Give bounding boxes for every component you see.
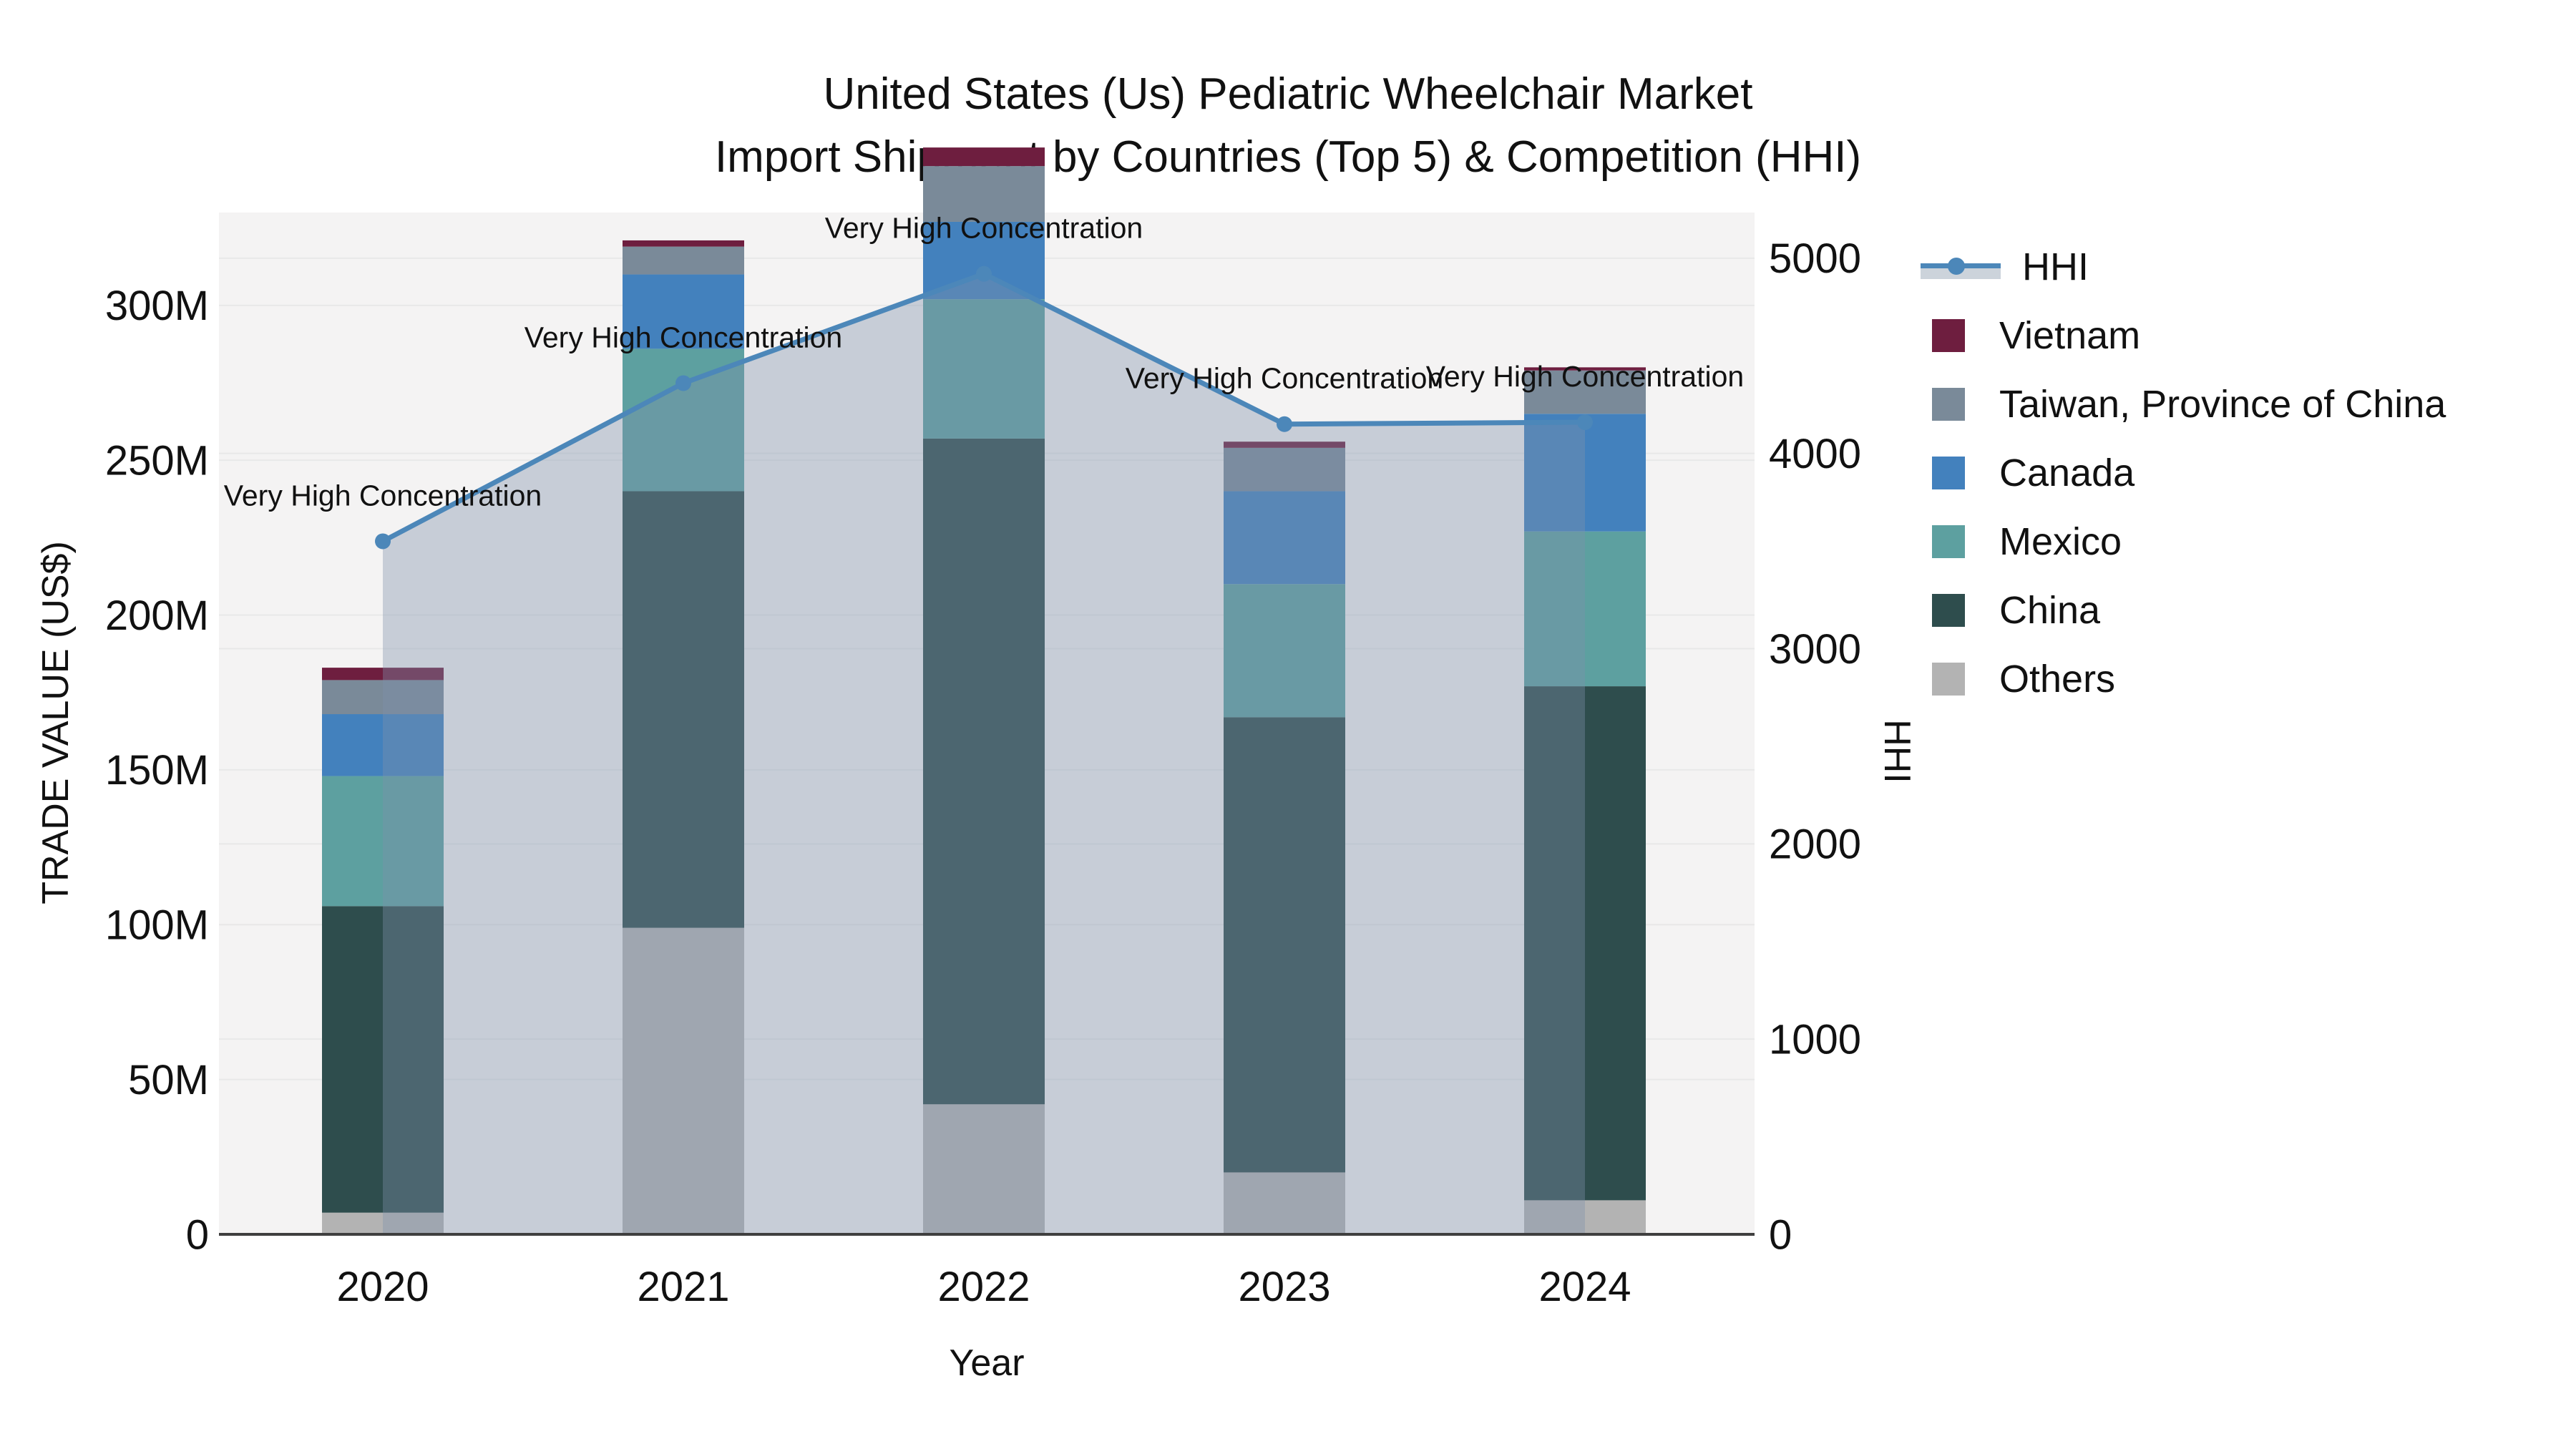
- legend-item-mexico[interactable]: Mexico: [1932, 507, 2446, 576]
- x-tick-label-2020: 2020: [336, 1264, 429, 1310]
- bar-segment-china-2021[interactable]: [623, 491, 744, 928]
- legend-item-vietnam[interactable]: Vietnam: [1932, 301, 2446, 370]
- legend-label: Mexico: [1999, 520, 2122, 563]
- x-tick-label-2023: 2023: [1238, 1264, 1330, 1310]
- legend-swatch-icon: [1932, 525, 1965, 558]
- y-right-axis-title: HHI: [1876, 719, 1918, 784]
- bar-segment-others-2021[interactable]: [623, 927, 744, 1234]
- bar-segment-taiwan-province-of-china-2024[interactable]: [1524, 370, 1646, 414]
- bar-segment-canada-2024[interactable]: [1524, 414, 1646, 532]
- bar-segment-mexico-2021[interactable]: [623, 348, 744, 492]
- annotation-2023: Very High Concentration: [1126, 362, 1443, 395]
- legend-swatch-icon: [1932, 594, 1965, 627]
- bar-segment-china-2023[interactable]: [1224, 717, 1345, 1173]
- bar-segment-vietnam-2022[interactable]: [923, 147, 1045, 167]
- legend-label: Taiwan, Province of China: [1999, 383, 2446, 426]
- bar-segment-mexico-2024[interactable]: [1524, 531, 1646, 687]
- y-left-tick-label: 100M: [105, 902, 209, 949]
- y-left-axis-title: TRADE VALUE (US$): [35, 541, 77, 904]
- y-left-tick-label: 200M: [105, 592, 209, 639]
- annotation-2021: Very High Concentration: [525, 321, 842, 353]
- bar-segment-taiwan-province-of-china-2021[interactable]: [623, 246, 744, 275]
- chart-title-line1: United States (Us) Pediatric Wheelchair …: [823, 69, 1753, 119]
- bar-segment-china-2022[interactable]: [923, 438, 1045, 1105]
- x-axis-title: Year: [949, 1342, 1024, 1384]
- y-right-tick-label: 5000: [1769, 235, 1861, 282]
- legend-item-others[interactable]: Others: [1932, 645, 2446, 713]
- bar-segment-canada-2023[interactable]: [1224, 491, 1345, 585]
- annotation-2024: Very High Concentration: [1426, 360, 1744, 393]
- y-left-tick-label: 50M: [128, 1057, 209, 1103]
- x-tick-label-2024: 2024: [1538, 1264, 1631, 1310]
- bar-segment-taiwan-province-of-china-2022[interactable]: [923, 166, 1045, 222]
- legend-hhi-marker-dot: [1948, 258, 1965, 275]
- legend: HHI Vietnam Taiwan, Province of China Canad…: [1921, 233, 2446, 713]
- hhi-marker-2022[interactable]: [976, 265, 992, 282]
- legend-hhi-line-icon: [1921, 258, 2001, 279]
- y-right-tick-label: 3000: [1769, 626, 1861, 673]
- y-left-tick-label: 250M: [105, 437, 209, 484]
- bar-segment-taiwan-province-of-china-2023[interactable]: [1224, 447, 1345, 492]
- legend-label: HHI: [2022, 245, 2089, 288]
- bar-segment-others-2020[interactable]: [322, 1212, 444, 1234]
- legend-item-hhi[interactable]: HHI: [1921, 233, 2446, 301]
- hhi-marker-2024[interactable]: [1577, 414, 1593, 431]
- y-right-tick-label: 1000: [1769, 1016, 1861, 1063]
- y-left-tick-label: 0: [186, 1211, 209, 1258]
- bar-segment-china-2024[interactable]: [1524, 686, 1646, 1201]
- x-tick-label-2021: 2021: [637, 1264, 729, 1310]
- hhi-marker-2020[interactable]: [375, 533, 391, 550]
- y-right-tick-label: 2000: [1769, 821, 1861, 868]
- legend-item-canada[interactable]: Canada: [1932, 439, 2446, 507]
- bar-segment-vietnam-2024[interactable]: [1524, 367, 1646, 371]
- bar-segment-taiwan-province-of-china-2020[interactable]: [322, 680, 444, 715]
- x-tick-label-2022: 2022: [937, 1264, 1030, 1310]
- chart-title-line2: Import Shipment by Countries (Top 5) & C…: [714, 132, 1862, 182]
- legend-label: Others: [1999, 658, 2116, 701]
- chart-title: United States (Us) Pediatric Wheelchair …: [0, 63, 2576, 189]
- bar-segment-mexico-2023[interactable]: [1224, 584, 1345, 718]
- legend-swatch-icon: [1932, 457, 1965, 489]
- bar-segment-canada-2020[interactable]: [322, 714, 444, 776]
- bar-segment-canada-2021[interactable]: [623, 274, 744, 349]
- legend-label: Canada: [1999, 452, 2135, 494]
- y-left-tick-label: 300M: [105, 283, 209, 329]
- legend-swatch-icon: [1932, 319, 1965, 352]
- y-left-tick-label: 150M: [105, 747, 209, 794]
- y-right-tick-label: 0: [1769, 1211, 1792, 1258]
- bar-segment-vietnam-2021[interactable]: [623, 240, 744, 247]
- bar-segment-mexico-2022[interactable]: [923, 299, 1045, 439]
- bar-segment-others-2022[interactable]: [923, 1104, 1045, 1234]
- bar-segment-vietnam-2023[interactable]: [1224, 441, 1345, 448]
- legend-item-taiwan-province-of-china[interactable]: Taiwan, Province of China: [1932, 370, 2446, 439]
- annotation-2022: Very High Concentration: [825, 212, 1143, 245]
- bar-segment-others-2023[interactable]: [1224, 1172, 1345, 1234]
- bar-segment-mexico-2020[interactable]: [322, 776, 444, 907]
- hhi-marker-2021[interactable]: [675, 375, 691, 391]
- legend-label: Vietnam: [1999, 314, 2141, 357]
- hhi-marker-2023[interactable]: [1277, 416, 1292, 432]
- legend-label: China: [1999, 589, 2101, 632]
- annotation-2020: Very High Concentration: [224, 479, 542, 512]
- legend-item-china[interactable]: China: [1932, 576, 2446, 645]
- legend-swatch-icon: [1932, 663, 1965, 696]
- bar-segment-vietnam-2020[interactable]: [322, 668, 444, 680]
- bar-segment-others-2024[interactable]: [1524, 1200, 1646, 1234]
- bar-segment-china-2020[interactable]: [322, 906, 444, 1213]
- legend-swatch-icon: [1932, 388, 1965, 421]
- hhi-area-fill: [383, 273, 1585, 1235]
- y-right-tick-label: 4000: [1769, 431, 1861, 477]
